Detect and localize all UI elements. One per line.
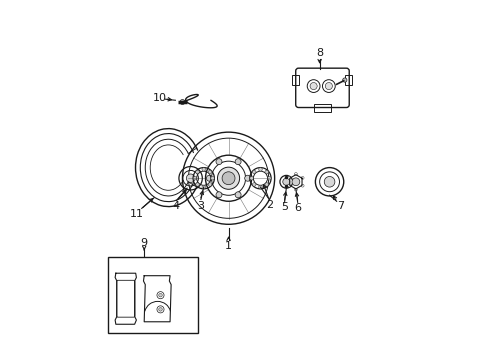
Circle shape (309, 82, 317, 90)
Circle shape (195, 183, 199, 186)
Circle shape (235, 159, 241, 165)
Circle shape (267, 176, 270, 180)
Circle shape (294, 188, 297, 191)
Circle shape (264, 183, 268, 186)
Circle shape (217, 167, 239, 189)
Circle shape (159, 307, 162, 311)
Text: 11: 11 (130, 209, 144, 219)
Text: 10: 10 (152, 93, 166, 103)
Circle shape (186, 174, 195, 183)
Circle shape (193, 176, 196, 180)
Text: 7: 7 (336, 201, 343, 211)
Text: 1: 1 (224, 241, 232, 251)
Text: 3: 3 (196, 201, 203, 211)
Circle shape (301, 184, 304, 187)
Circle shape (324, 176, 334, 187)
Text: 2: 2 (265, 200, 272, 210)
Bar (344, 75, 351, 85)
Circle shape (287, 176, 290, 179)
Text: 9: 9 (141, 238, 147, 248)
Circle shape (301, 176, 304, 179)
Bar (108, 257, 198, 333)
Bar (313, 104, 331, 112)
Circle shape (216, 192, 222, 198)
Text: 8: 8 (315, 48, 323, 58)
Circle shape (291, 178, 299, 186)
Text: 5: 5 (281, 202, 287, 212)
Text: 6: 6 (294, 203, 301, 213)
Bar (291, 75, 299, 85)
Circle shape (252, 170, 255, 174)
Circle shape (222, 172, 235, 185)
Circle shape (282, 178, 289, 185)
Circle shape (249, 176, 253, 180)
Circle shape (235, 192, 241, 198)
Circle shape (206, 175, 212, 181)
Circle shape (195, 170, 199, 174)
Circle shape (180, 100, 184, 104)
Circle shape (264, 170, 268, 174)
Circle shape (202, 168, 205, 171)
Circle shape (342, 78, 346, 82)
Text: 4: 4 (173, 201, 180, 211)
Circle shape (202, 185, 205, 189)
Circle shape (216, 159, 222, 165)
Circle shape (252, 183, 255, 186)
Circle shape (208, 170, 211, 174)
Circle shape (210, 176, 214, 180)
Circle shape (244, 175, 250, 181)
Circle shape (258, 168, 262, 171)
Circle shape (287, 184, 290, 187)
Circle shape (325, 82, 332, 90)
Circle shape (294, 172, 297, 175)
Circle shape (258, 185, 262, 189)
Circle shape (159, 293, 162, 297)
Circle shape (208, 183, 211, 186)
